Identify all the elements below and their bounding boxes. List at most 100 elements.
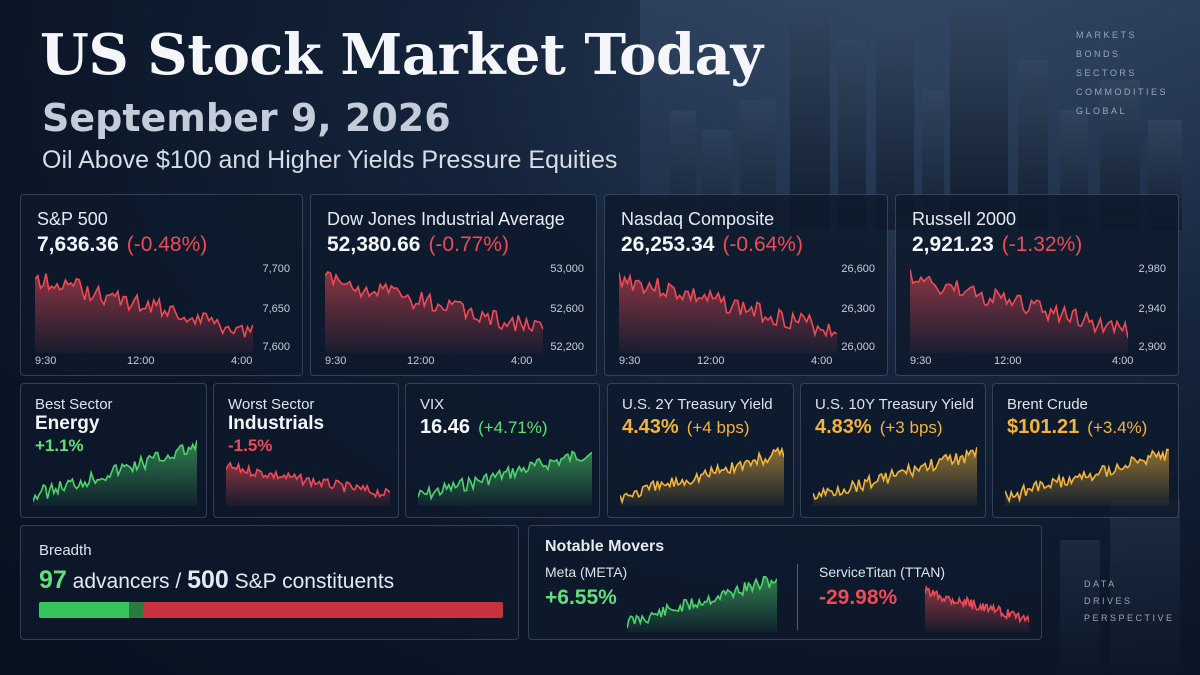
index-name: Russell 2000 — [912, 209, 1017, 229]
best-sector-card[interactable]: Best Sector Energy +1.1% — [20, 383, 207, 518]
nav-item-bonds[interactable]: BONDS — [1076, 49, 1121, 59]
worst-sector-label: Worst Sector — [228, 396, 315, 413]
breadth-bar-advancers — [39, 602, 130, 618]
nav-item-sectors[interactable]: SECTORS — [1076, 68, 1137, 78]
ttan-sparkline — [925, 584, 1029, 632]
best-sector-name: Energy — [35, 413, 100, 434]
sparkline-area — [620, 448, 784, 506]
worst-sector-card[interactable]: Worst Sector Industrials -1.5% — [213, 383, 399, 518]
treasury-2y-change: (+4 bps) — [686, 418, 750, 437]
y-tick: 7,650 — [262, 303, 290, 315]
advancers-count: 97 — [39, 566, 67, 594]
vix-value: 16.46 (+4.71%) — [420, 416, 548, 438]
constituents-label: S&P constituents — [234, 570, 395, 593]
x-tick: 9:30 — [619, 355, 641, 367]
treasury-10y-card[interactable]: U.S. 10Y Treasury Yield 4.83% (+3 bps) — [800, 383, 986, 518]
sparkline-area — [925, 587, 1029, 632]
brent-crude-change: (+3.4%) — [1087, 418, 1148, 437]
notable-movers-card[interactable]: Notable Movers Meta (META) +6.55% Servic… — [528, 525, 1042, 640]
index-card-dow[interactable]: Dow Jones Industrial Average 52,380.66 (-… — [310, 194, 597, 376]
sparkline-area — [33, 440, 197, 506]
y-tick: 7,600 — [262, 341, 290, 353]
tagline: DATA DRIVES PERSPECTIVE — [1084, 579, 1175, 630]
tagline-line: DRIVES — [1084, 596, 1133, 606]
y-tick: 52,600 — [550, 303, 584, 315]
constituents-count: 500 — [187, 566, 229, 594]
index-intraday-chart — [910, 269, 1128, 353]
index-name: Nasdaq Composite — [621, 209, 775, 229]
sparkline-line — [418, 450, 592, 501]
x-tick: 4:00 — [231, 355, 253, 367]
index-value: 7,636.36 (-0.48%) — [37, 233, 208, 256]
index-value: 52,380.66 (-0.77%) — [327, 233, 509, 256]
treasury-10y-label: U.S. 10Y Treasury Yield — [815, 396, 974, 413]
vix-change: (+4.71%) — [478, 418, 548, 437]
index-value: 2,921.23 (-1.32%) — [912, 233, 1083, 256]
y-tick: 52,200 — [550, 341, 584, 353]
brent-crude-label: Brent Crude — [1007, 396, 1088, 413]
sparkline-line — [910, 269, 1128, 339]
advancers-label: advancers / — [72, 570, 182, 593]
vix-label: VIX — [420, 396, 445, 413]
sparkline-line — [226, 461, 390, 499]
treasury-2y-value: 4.43% (+4 bps) — [622, 416, 750, 438]
x-tick: 12:00 — [994, 355, 1022, 367]
x-tick: 12:00 — [127, 355, 155, 367]
index-change: (-1.32%) — [1001, 233, 1083, 256]
brent-crude-card[interactable]: Brent Crude $101.21 (+3.4%) — [992, 383, 1179, 518]
treasury-2y-card[interactable]: U.S. 2Y Treasury Yield 4.43% (+4 bps) — [607, 383, 794, 518]
sparkline-area — [325, 271, 543, 353]
x-tick: 4:00 — [511, 355, 533, 367]
sparkline-area — [910, 269, 1128, 353]
sparkline-area — [627, 576, 777, 632]
index-change: (-0.64%) — [722, 233, 803, 256]
index-change: (-0.48%) — [126, 233, 208, 256]
index-intraday-chart — [35, 273, 253, 353]
mover-name-meta[interactable]: Meta (META) — [545, 564, 628, 580]
breadth-bar — [39, 602, 503, 618]
mover-name-ttan[interactable]: ServiceTitan (TTAN) — [819, 564, 946, 580]
best-sector-change: +1.1% — [35, 436, 84, 455]
index-intraday-chart — [325, 270, 543, 353]
breadth-summary: 97 advancers / 500 S&P constituents — [39, 566, 394, 595]
vix-card[interactable]: VIX 16.46 (+4.71%) — [405, 383, 600, 518]
movers-divider — [797, 564, 798, 630]
x-tick: 4:00 — [811, 355, 833, 367]
y-tick: 26,000 — [841, 341, 875, 353]
sparkline-line — [925, 584, 1029, 624]
sparkline-line — [35, 273, 253, 338]
index-card-nasdaq[interactable]: Nasdaq Composite 26,253.34 (-0.64%) 26,60… — [604, 194, 888, 376]
sparkline-area — [35, 273, 253, 353]
treasury-2y-label: U.S. 2Y Treasury Yield — [622, 396, 773, 413]
top-nav: MARKETS BONDS SECTORS COMMODITIES GLOBAL — [1076, 30, 1168, 125]
sparkline-line — [1005, 448, 1169, 504]
tagline-line: PERSPECTIVE — [1084, 613, 1175, 623]
brent-crude-sparkline — [1005, 448, 1169, 506]
worst-sector-change: -1.5% — [228, 436, 273, 455]
page-date: September 9, 2026 — [42, 96, 451, 140]
index-change: (-0.77%) — [428, 233, 509, 256]
worst-sector-sparkline — [226, 461, 390, 506]
index-intraday-chart — [619, 272, 837, 353]
sparkline-area — [418, 451, 592, 506]
sparkline-area — [226, 462, 390, 506]
mover-change-meta: +6.55% — [545, 586, 617, 609]
sparkline-line — [813, 446, 977, 501]
y-tick: 2,980 — [1138, 263, 1166, 275]
x-tick: 12:00 — [697, 355, 725, 367]
index-card-russell[interactable]: Russell 2000 2,921.23 (-1.32%) 2,980 2,94… — [895, 194, 1179, 376]
index-card-sp500[interactable]: S&P 500 7,636.36 (-0.48%) 7,700 7,650 7,6… — [20, 194, 303, 376]
worst-sector-name: Industrials — [228, 413, 325, 434]
nav-item-global[interactable]: GLOBAL — [1076, 106, 1128, 116]
nav-item-commodities[interactable]: COMMODITIES — [1076, 87, 1168, 97]
movers-title: Notable Movers — [545, 538, 665, 555]
x-tick: 12:00 — [407, 355, 435, 367]
treasury-10y-change: (+3 bps) — [879, 418, 943, 437]
sparkline-line — [33, 440, 197, 502]
page-title: US Stock Market Today — [40, 22, 763, 88]
brent-crude-value: $101.21 (+3.4%) — [1007, 416, 1148, 438]
nav-item-markets[interactable]: MARKETS — [1076, 30, 1138, 40]
breadth-card[interactable]: Breadth 97 advancers / 500 S&P constitue… — [20, 525, 519, 640]
page-subtitle: Oil Above $100 and Higher Yields Pressur… — [42, 146, 618, 174]
x-tick: 4:00 — [1112, 355, 1134, 367]
